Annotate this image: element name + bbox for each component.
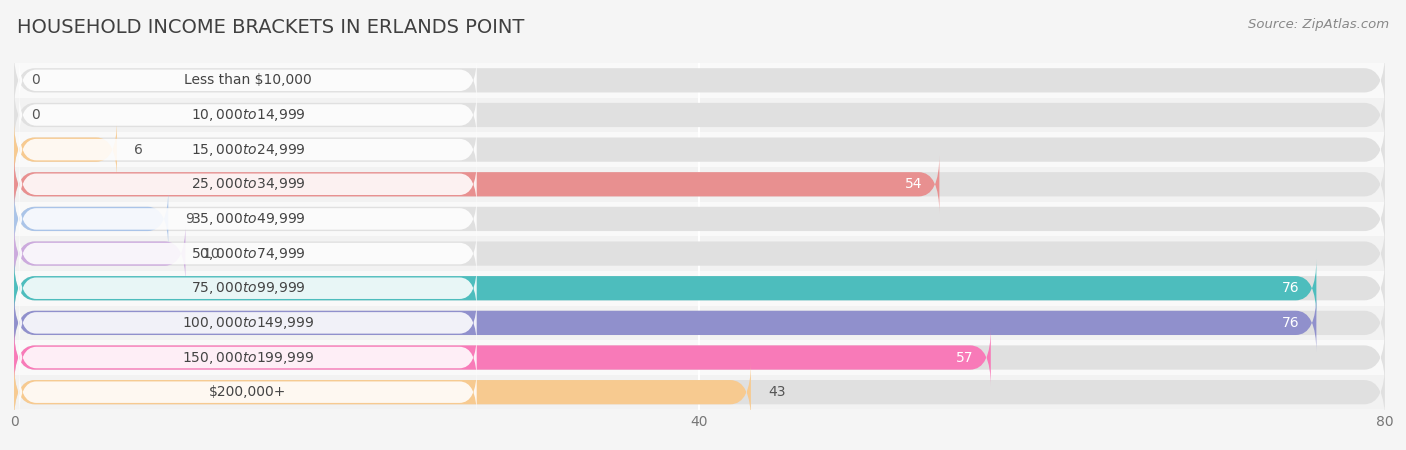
- FancyBboxPatch shape: [20, 91, 477, 139]
- FancyBboxPatch shape: [14, 51, 1385, 110]
- Bar: [14, 202, 1385, 236]
- FancyBboxPatch shape: [14, 224, 186, 283]
- Text: Source: ZipAtlas.com: Source: ZipAtlas.com: [1249, 18, 1389, 31]
- Text: $50,000 to $74,999: $50,000 to $74,999: [191, 246, 305, 261]
- Bar: [14, 132, 1385, 167]
- Bar: [14, 98, 1385, 132]
- Text: $25,000 to $34,999: $25,000 to $34,999: [191, 176, 305, 192]
- Bar: [14, 167, 1385, 202]
- Text: 9: 9: [186, 212, 194, 226]
- FancyBboxPatch shape: [14, 189, 169, 248]
- FancyBboxPatch shape: [20, 126, 477, 174]
- FancyBboxPatch shape: [14, 259, 1385, 318]
- Bar: [14, 375, 1385, 410]
- FancyBboxPatch shape: [14, 293, 1316, 352]
- FancyBboxPatch shape: [14, 328, 1385, 387]
- Text: 54: 54: [904, 177, 922, 191]
- FancyBboxPatch shape: [14, 86, 1385, 144]
- Text: $35,000 to $49,999: $35,000 to $49,999: [191, 211, 305, 227]
- Text: 76: 76: [1282, 316, 1299, 330]
- FancyBboxPatch shape: [14, 120, 1385, 179]
- Text: 57: 57: [956, 351, 973, 364]
- FancyBboxPatch shape: [14, 189, 1385, 248]
- FancyBboxPatch shape: [14, 259, 1316, 318]
- Text: 76: 76: [1282, 281, 1299, 295]
- FancyBboxPatch shape: [14, 155, 939, 214]
- Text: $15,000 to $24,999: $15,000 to $24,999: [191, 142, 305, 158]
- Text: HOUSEHOLD INCOME BRACKETS IN ERLANDS POINT: HOUSEHOLD INCOME BRACKETS IN ERLANDS POI…: [17, 18, 524, 37]
- FancyBboxPatch shape: [20, 299, 477, 347]
- FancyBboxPatch shape: [14, 224, 1385, 283]
- Text: $75,000 to $99,999: $75,000 to $99,999: [191, 280, 305, 296]
- FancyBboxPatch shape: [14, 363, 1385, 422]
- Text: 43: 43: [768, 385, 786, 399]
- FancyBboxPatch shape: [14, 293, 1385, 352]
- Text: $200,000+: $200,000+: [209, 385, 287, 399]
- Text: $150,000 to $199,999: $150,000 to $199,999: [181, 350, 314, 365]
- Bar: [14, 236, 1385, 271]
- Text: $100,000 to $149,999: $100,000 to $149,999: [181, 315, 314, 331]
- FancyBboxPatch shape: [14, 328, 991, 387]
- FancyBboxPatch shape: [14, 155, 1385, 214]
- FancyBboxPatch shape: [14, 363, 751, 422]
- Bar: [14, 271, 1385, 306]
- Text: 6: 6: [134, 143, 143, 157]
- Bar: [14, 306, 1385, 340]
- Text: 0: 0: [31, 108, 39, 122]
- Bar: [14, 340, 1385, 375]
- FancyBboxPatch shape: [20, 264, 477, 312]
- FancyBboxPatch shape: [20, 333, 477, 382]
- FancyBboxPatch shape: [20, 56, 477, 104]
- Text: Less than $10,000: Less than $10,000: [184, 73, 312, 87]
- Text: $10,000 to $14,999: $10,000 to $14,999: [191, 107, 305, 123]
- FancyBboxPatch shape: [14, 120, 117, 179]
- FancyBboxPatch shape: [20, 230, 477, 278]
- Text: 10: 10: [202, 247, 221, 261]
- Text: 0: 0: [31, 73, 39, 87]
- FancyBboxPatch shape: [20, 160, 477, 208]
- FancyBboxPatch shape: [20, 368, 477, 416]
- FancyBboxPatch shape: [20, 195, 477, 243]
- Bar: [14, 63, 1385, 98]
